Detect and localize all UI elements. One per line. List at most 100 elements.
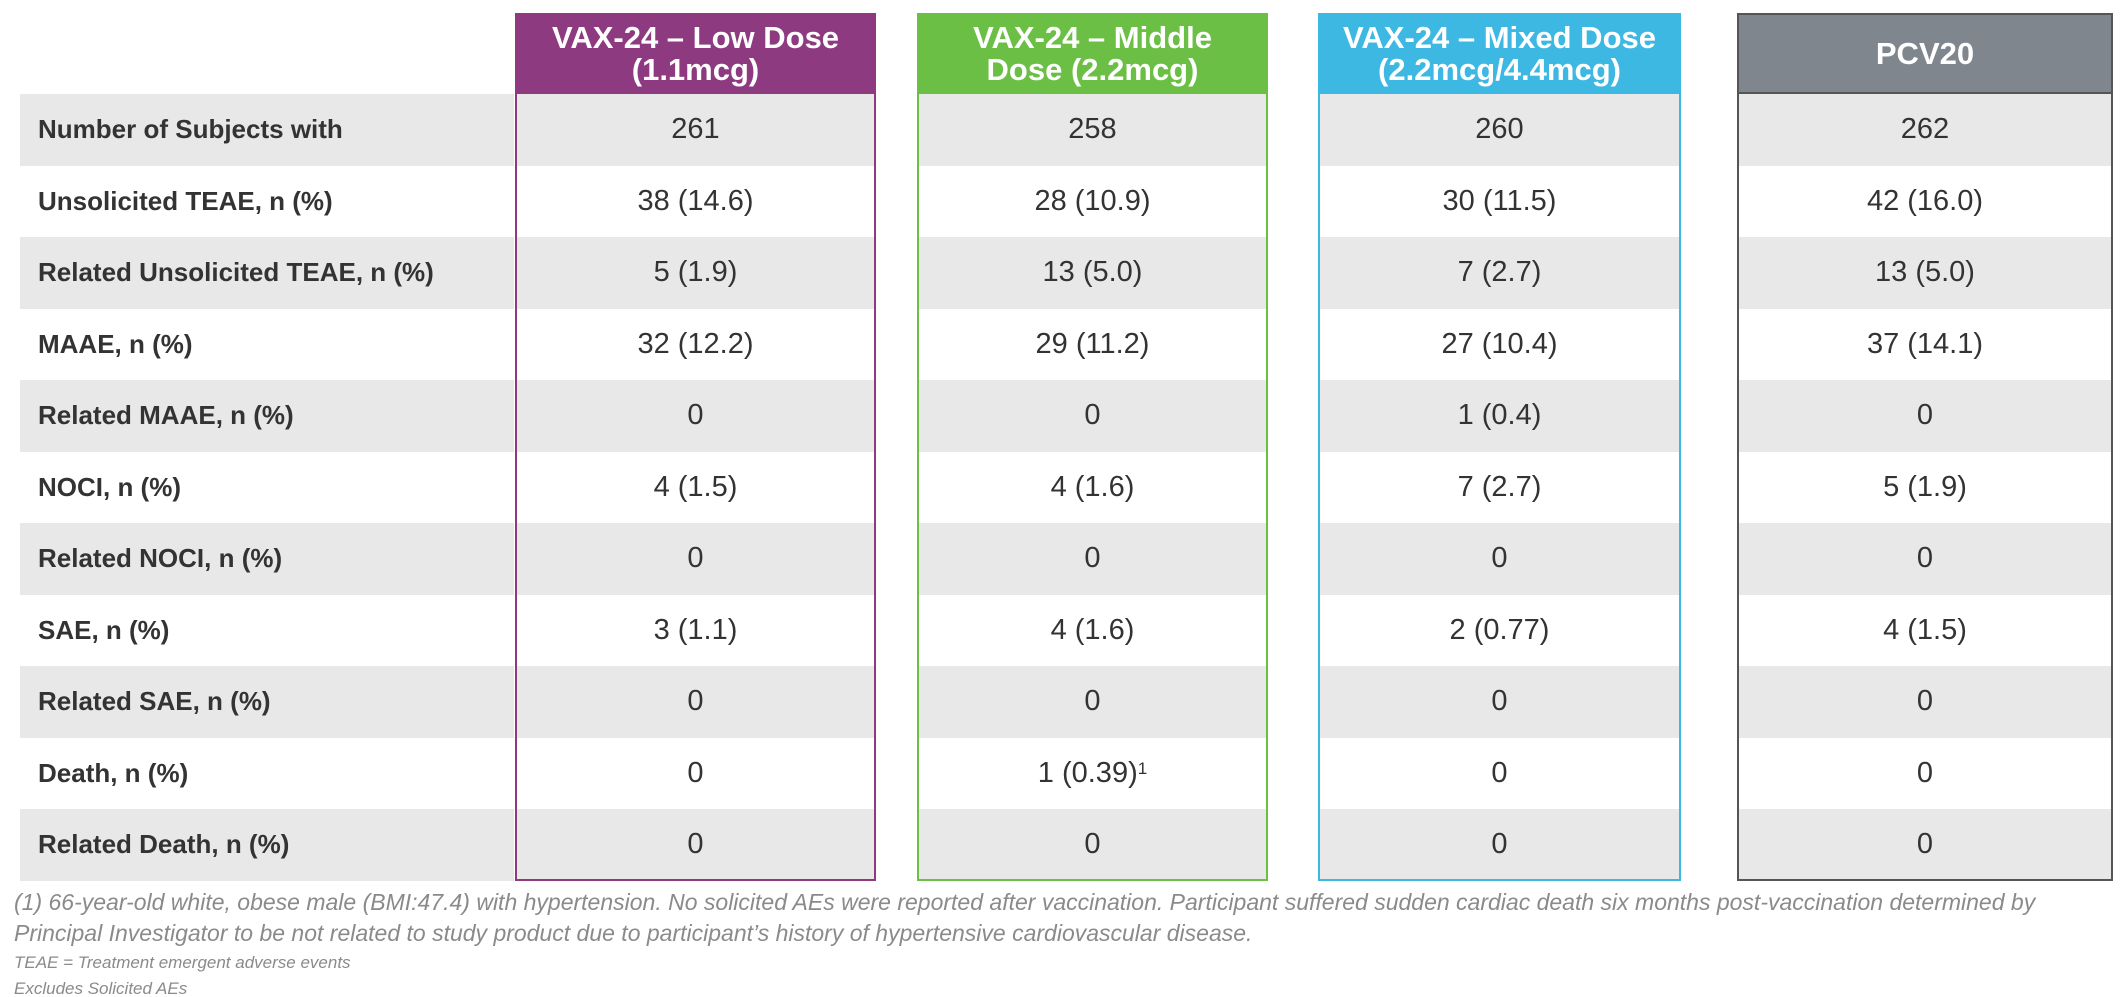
column-header: VAX-24 – Mixed Dose (2.2mcg/4.4mcg) xyxy=(1318,13,1681,94)
cell: 0 xyxy=(1318,666,1681,738)
cell-text: 0 xyxy=(1916,685,1934,718)
cell: 0 xyxy=(1318,809,1681,881)
row-band xyxy=(515,380,876,452)
cell-text: 2 (0.77) xyxy=(1449,613,1550,646)
abbreviation-text: TEAE = Treatment emergent adverse events xyxy=(14,952,351,972)
cell-text: 0 xyxy=(1491,828,1508,861)
cell-text: 5 (1.9) xyxy=(653,256,738,289)
row-label-text: Related Death, n (%) xyxy=(38,829,290,860)
column-title-line: VAX-24 – Middle xyxy=(973,19,1212,55)
row-band xyxy=(20,523,514,595)
cell: 0 xyxy=(515,809,876,881)
column-frame xyxy=(1737,94,2113,881)
column-header: VAX-24 – Low Dose (1.1mcg) xyxy=(515,13,876,94)
cell: 13 (5.0) xyxy=(917,237,1268,309)
footnote-text: (1) 66-year-old white, obese male (BMI:4… xyxy=(14,888,2036,946)
exclusion-text: Excludes Solicited AEs xyxy=(14,978,188,997)
cell: 0 xyxy=(917,666,1268,738)
cell-text: 1 (0.39) xyxy=(1037,756,1138,789)
cell: 1 (0.39) 1 xyxy=(917,738,1268,810)
cell-text: 4 (1.6) xyxy=(1050,613,1135,646)
cell: 37 (14.1) xyxy=(1737,309,2113,381)
abbreviation-note: TEAE = Treatment emergent adverse events xyxy=(14,953,351,973)
cell-text: 4 (1.5) xyxy=(653,470,738,503)
row-label-text: Death, n (%) xyxy=(38,757,189,788)
cell-text: 0 xyxy=(1916,542,1934,575)
column-title-line: (2.2mcg/4.4mcg) xyxy=(1378,51,1621,87)
cell: 2 (0.77) xyxy=(1318,595,1681,667)
column-header: PCV20 xyxy=(1737,13,2113,94)
row-label: Death, n (%) xyxy=(20,738,514,810)
cell: 0 xyxy=(1318,738,1681,810)
column-title-line: VAX-24 – Mixed Dose xyxy=(1343,19,1656,55)
cell: 7 (2.7) xyxy=(1318,452,1681,524)
cell-text: 7 (2.7) xyxy=(1457,470,1542,503)
cell-text: 4 (1.5) xyxy=(1883,613,1967,646)
cell: 0 xyxy=(917,523,1268,595)
row-band xyxy=(1737,237,2113,309)
row-label-text: NOCI, n (%) xyxy=(38,471,181,502)
row-label-text: Related SAE, n (%) xyxy=(38,686,271,717)
cell-text: 32 (12.2) xyxy=(637,327,754,360)
row-band xyxy=(1737,94,2113,166)
cell-text: 0 xyxy=(1084,685,1101,718)
row-band xyxy=(1737,380,2113,452)
cell-text: 13 (5.0) xyxy=(1875,256,1975,289)
cell-text: 0 xyxy=(1916,399,1934,432)
cell: 4 (1.5) xyxy=(515,452,876,524)
row-label: Related NOCI, n (%) xyxy=(20,523,514,595)
cell: 3 (1.1) xyxy=(515,595,876,667)
cell-text: 0 xyxy=(1916,828,1934,861)
row-label: Unsolicited TEAE, n (%) xyxy=(20,166,514,238)
cell: 0 xyxy=(515,738,876,810)
cell-text: 260 xyxy=(1475,113,1524,146)
row-band xyxy=(1737,666,2113,738)
cell-text: 0 xyxy=(687,399,704,432)
row-band xyxy=(917,94,1268,166)
cell-text: 3 (1.1) xyxy=(653,613,738,646)
cell-text: 0 xyxy=(1084,542,1101,575)
cell-text: 0 xyxy=(687,685,704,718)
row-band xyxy=(515,523,876,595)
cell-text: 29 (11.2) xyxy=(1035,327,1150,360)
cell-text: 261 xyxy=(671,113,720,146)
cell: 29 (11.2) xyxy=(917,309,1268,381)
cell: 262 xyxy=(1737,94,2113,166)
cell: 0 xyxy=(515,666,876,738)
column-header: VAX-24 – Middle Dose (2.2mcg) xyxy=(917,13,1268,94)
column-frame xyxy=(515,94,876,881)
cell: 0 xyxy=(1318,523,1681,595)
row-band xyxy=(1318,666,1681,738)
cell: 261 xyxy=(515,94,876,166)
cell: 13 (5.0) xyxy=(1737,237,2113,309)
row-label: NOCI, n (%) xyxy=(20,452,514,524)
row-band xyxy=(1737,809,2113,881)
row-band xyxy=(917,809,1268,881)
row-band xyxy=(1318,523,1681,595)
cell: 4 (1.5) xyxy=(1737,595,2113,667)
row-band xyxy=(515,94,876,166)
cell-text: 0 xyxy=(1084,399,1101,432)
cell: 0 xyxy=(515,380,876,452)
cell-text: 38 (14.6) xyxy=(637,184,754,217)
cell: 0 xyxy=(1737,523,2113,595)
row-label: Related SAE, n (%) xyxy=(20,666,514,738)
row-band xyxy=(20,666,514,738)
row-band xyxy=(1318,380,1681,452)
cell: 38 (14.6) xyxy=(515,166,876,238)
column-frame xyxy=(1318,94,1681,881)
cell: 5 (1.9) xyxy=(1737,452,2113,524)
cell: 27 (10.4) xyxy=(1318,309,1681,381)
row-label-text: Unsolicited TEAE, n (%) xyxy=(38,185,333,216)
cell-text: 0 xyxy=(1084,828,1101,861)
cell: 0 xyxy=(1737,666,2113,738)
row-label: Related Death, n (%) xyxy=(20,809,514,881)
row-label: Related MAAE, n (%) xyxy=(20,380,514,452)
column-title-line: PCV20 xyxy=(1875,35,1975,71)
column-frame xyxy=(1737,13,2113,94)
cell: 0 xyxy=(1737,809,2113,881)
column-frame xyxy=(917,94,1268,881)
row-band xyxy=(1737,523,2113,595)
row-band xyxy=(20,94,514,166)
footnote-ref: 1 xyxy=(1137,759,1148,779)
